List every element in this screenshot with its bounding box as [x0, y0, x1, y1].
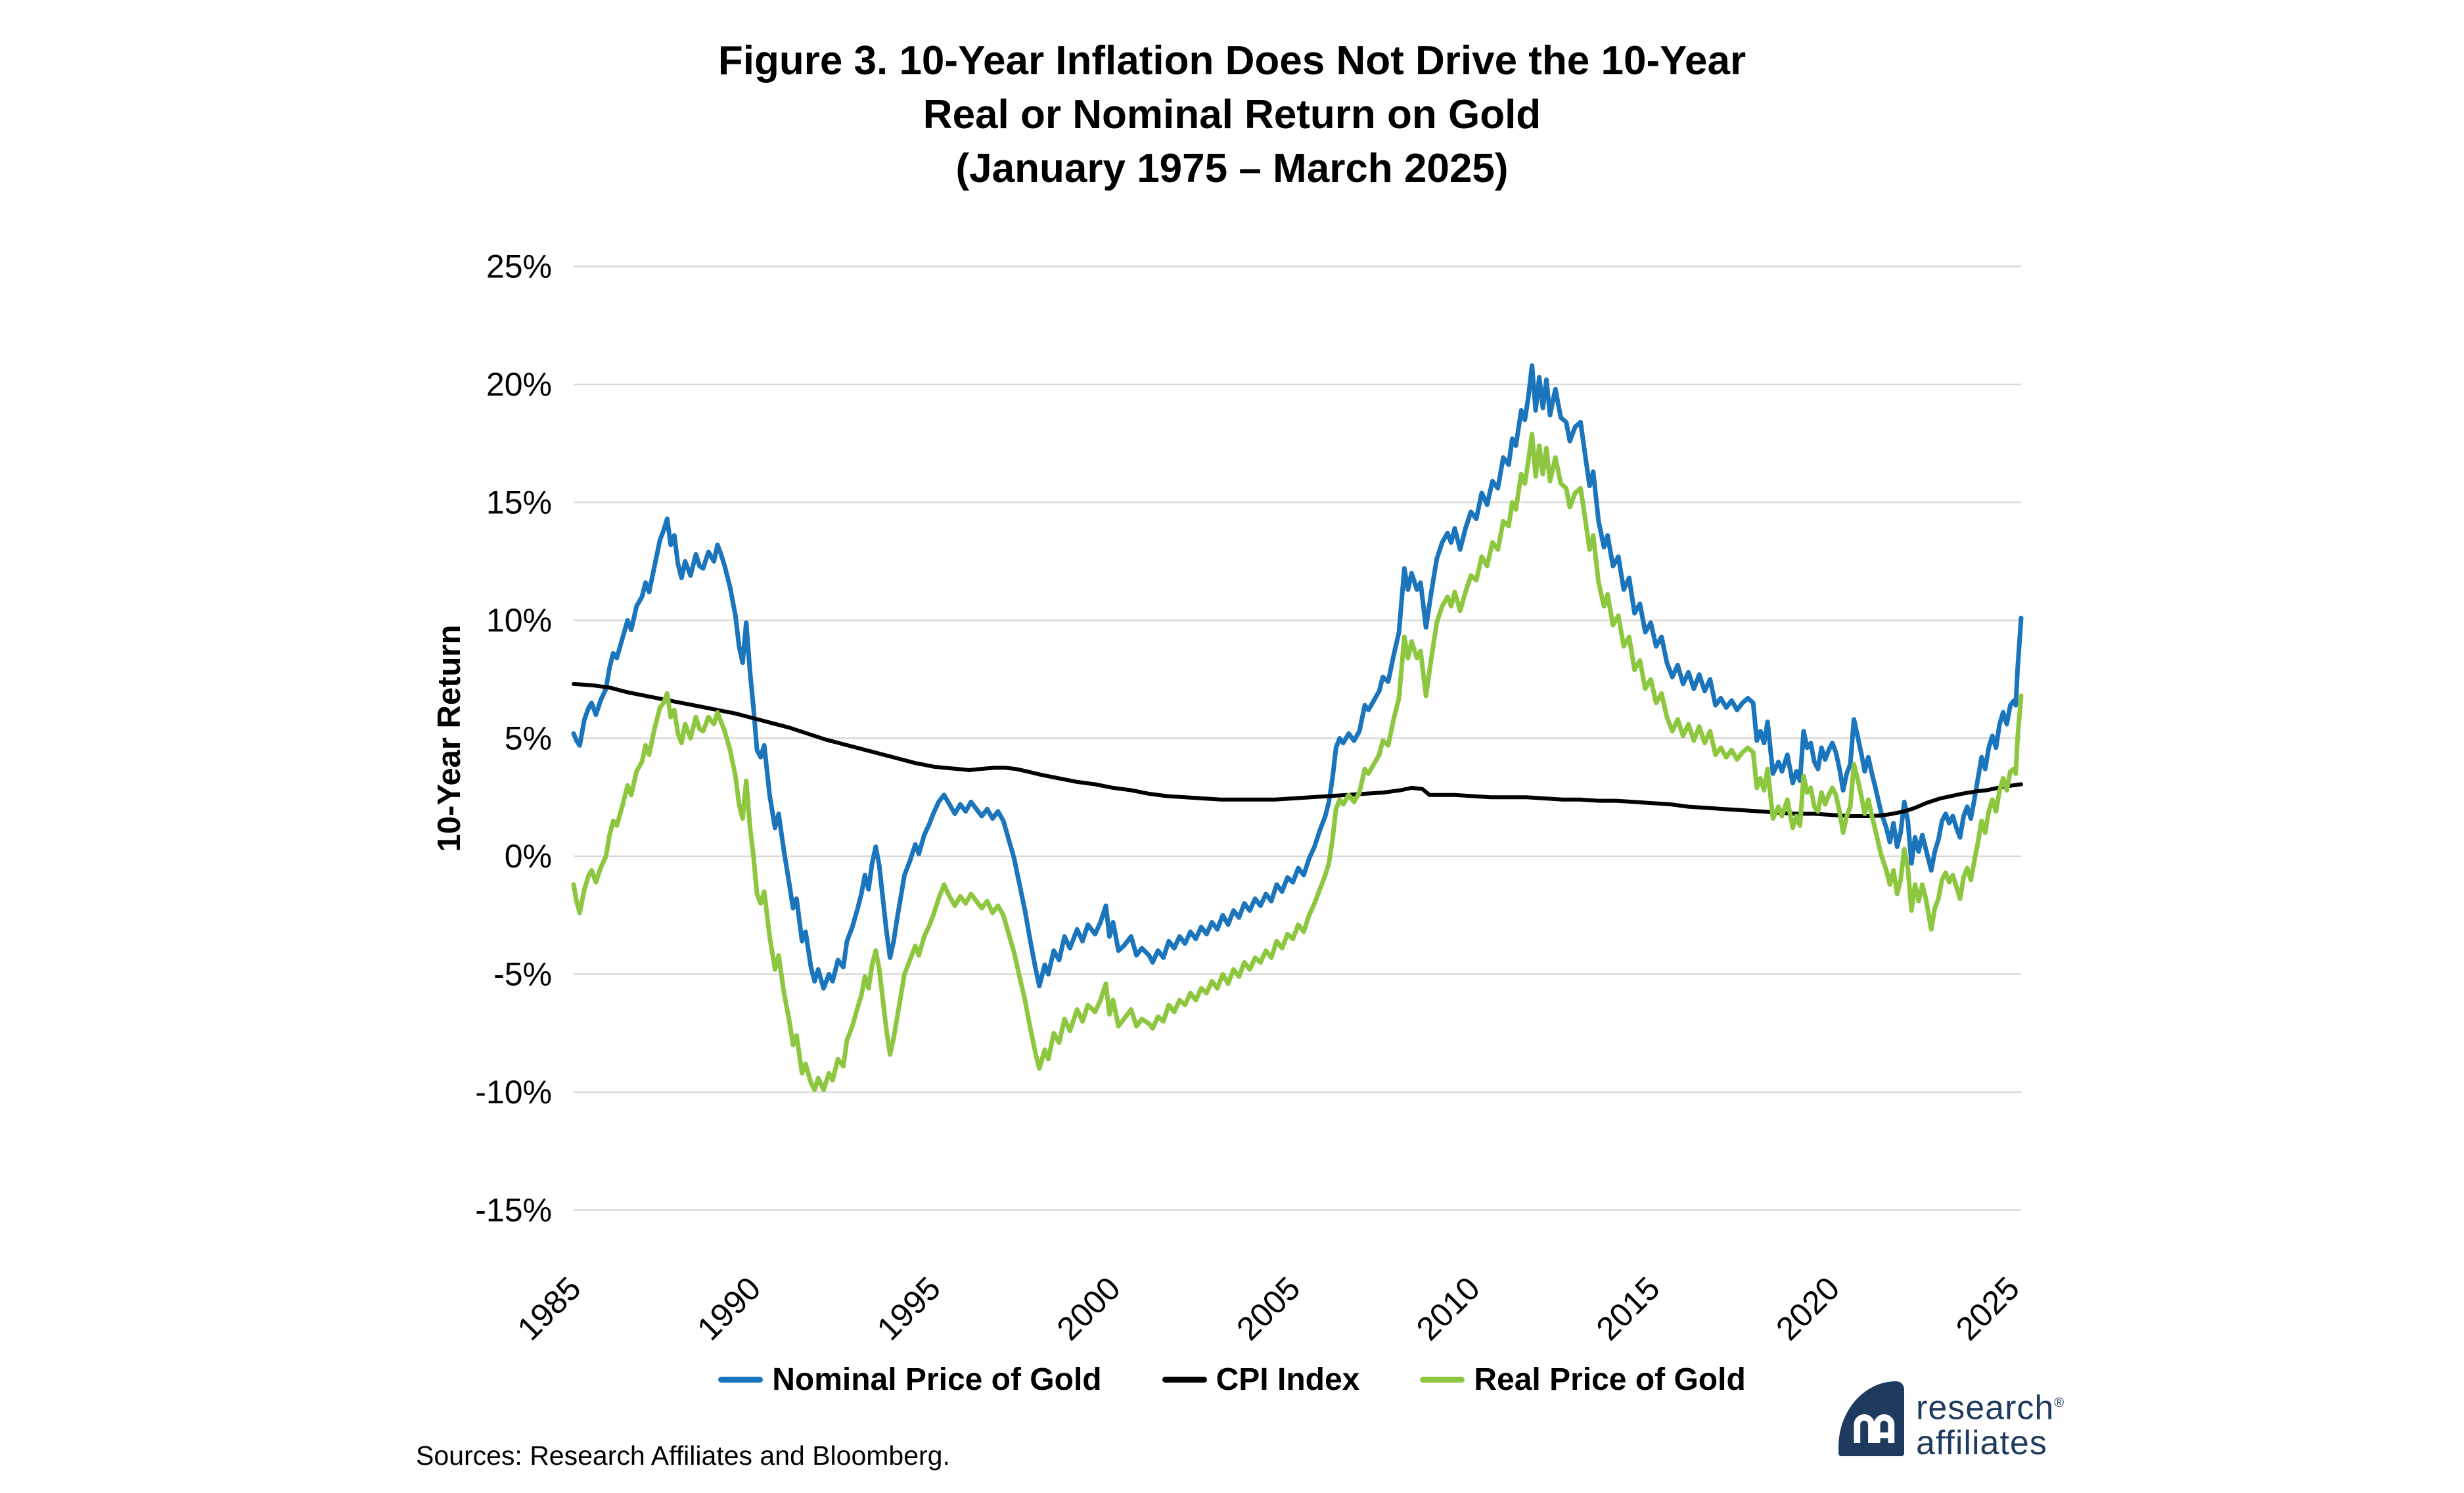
y-tick-label: 20%: [486, 366, 552, 403]
ra-logo-line1: research®: [1916, 1389, 2065, 1427]
x-tick-label: 1995: [870, 1270, 947, 1347]
legend-item-nominal: Nominal Price of Gold: [718, 1362, 1102, 1398]
legend-item-real: Real Price of Gold: [1420, 1362, 1746, 1398]
nominal-line-swatch-icon: [718, 1377, 764, 1383]
ra-monogram-icon: [1854, 1414, 1895, 1443]
y-tick-label: 5%: [505, 720, 552, 757]
cpi-line-swatch-icon: [1162, 1377, 1207, 1383]
ra-logo-line2: affiliates: [1916, 1424, 2047, 1463]
y-tick-label: 25%: [486, 248, 552, 285]
figure-title: Figure 3. 10-Year Inflation Does Not Dri…: [0, 34, 2464, 196]
y-tick-label: -15%: [475, 1192, 552, 1229]
legend-item-cpi: CPI Index: [1162, 1362, 1360, 1398]
y-tick-label: -5%: [493, 956, 552, 993]
x-tick-label: 2020: [1769, 1270, 1846, 1347]
series-line-cpi-index: [572, 681, 2023, 818]
x-axis-tick-labels: 1985 1990 1995 2000 2005 2010 2015 2020 2025: [511, 1270, 2027, 1347]
real-line-swatch-icon: [1420, 1377, 1465, 1383]
x-tick-label: 2000: [1050, 1270, 1128, 1347]
legend-label-nominal: Nominal Price of Gold: [772, 1362, 1102, 1397]
legend-label-real: Real Price of Gold: [1474, 1362, 1746, 1397]
figure-title-line3: (January 1975 – March 2025): [955, 146, 1509, 191]
y-axis-tick-labels: 25% 20% 15% 10% 5% 0% -5% -10% -15%: [475, 248, 552, 1229]
x-tick-label: 2015: [1589, 1270, 1667, 1347]
y-axis-title: 10-Year Return: [432, 625, 467, 852]
series-lines: [571, 363, 2024, 1092]
x-tick-label: 1990: [690, 1270, 767, 1347]
y-tick-label: 0%: [505, 838, 552, 875]
chart-legend: Nominal Price of Gold CPI Index Real Pri…: [0, 1362, 2464, 1398]
series-line-nominal-price-of-gold: [571, 363, 2024, 991]
legend-label-cpi: CPI Index: [1216, 1362, 1360, 1397]
ra-logo-text: research® affiliates: [1916, 1385, 2065, 1461]
gridlines: [574, 265, 2021, 1211]
series-line-real-price-of-gold: [571, 431, 2024, 1092]
registered-mark: ®: [2054, 1396, 2065, 1410]
y-tick-label: 15%: [486, 484, 552, 521]
x-tick-label: 2025: [1949, 1270, 2026, 1347]
research-affiliates-logo: research® affiliates: [1838, 1381, 2065, 1461]
ra-logo-mark-icon: [1838, 1381, 1904, 1456]
y-tick-label: -10%: [475, 1074, 552, 1111]
x-tick-label: 2005: [1229, 1270, 1307, 1347]
figure-title-line1: Figure 3. 10-Year Inflation Does Not Dri…: [718, 38, 1746, 83]
x-tick-label: 1985: [511, 1270, 588, 1347]
figure-title-line2: Real or Nominal Return on Gold: [923, 92, 1541, 137]
sources-note: Sources: Research Affiliates and Bloombe…: [416, 1440, 950, 1471]
y-axis-title-text: 10-Year Return: [432, 625, 467, 852]
y-tick-label: 10%: [486, 602, 552, 639]
x-tick-label: 2010: [1409, 1270, 1487, 1347]
